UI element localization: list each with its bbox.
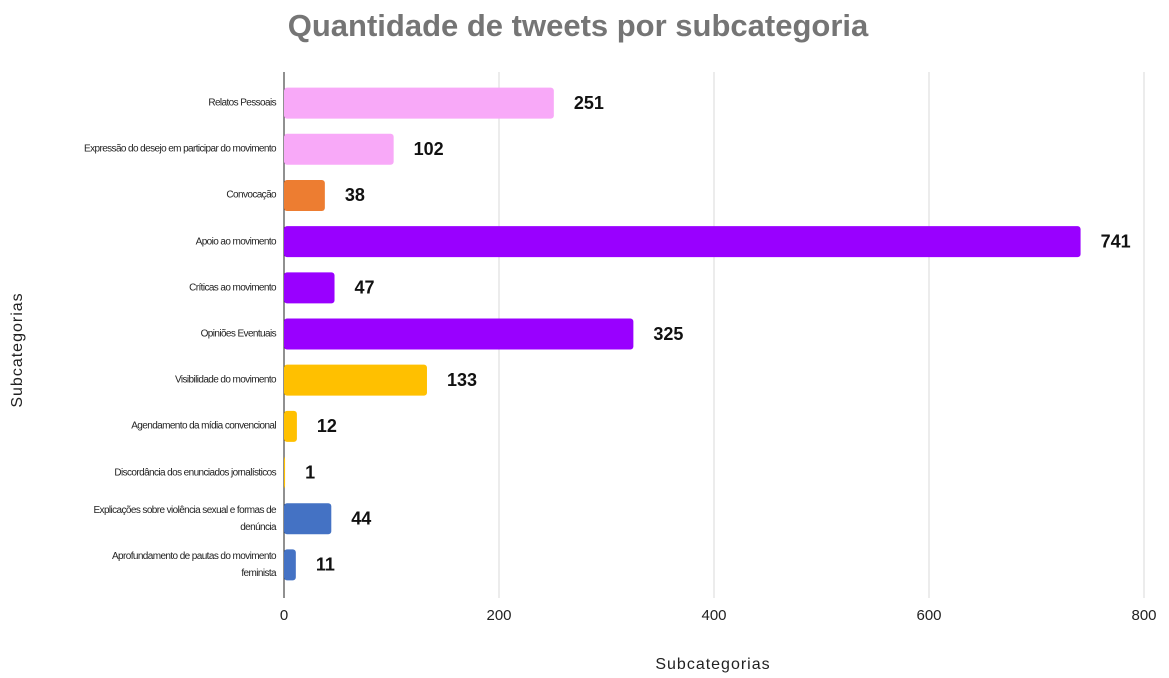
data-label: 11 — [316, 555, 335, 575]
y-tick-label: Discordância dos enunciados jornalístico… — [114, 467, 276, 479]
data-label: 38 — [345, 185, 365, 205]
y-axis-title: Subcategorias — [9, 292, 26, 407]
data-label: 12 — [317, 416, 337, 436]
x-tick-label: 600 — [916, 607, 941, 624]
data-label: 251 — [574, 93, 604, 113]
bar — [284, 364, 427, 396]
data-label: 102 — [414, 139, 444, 159]
data-label: 741 — [1101, 231, 1131, 251]
x-axis-title: Subcategorias — [655, 656, 770, 673]
bar — [284, 318, 634, 350]
y-tick-label: Críticas ao movimento — [189, 282, 276, 294]
y-tick-label: Opiniões Eventuais — [200, 328, 277, 340]
bar — [284, 133, 394, 165]
y-tick-label: Convocação — [226, 189, 276, 201]
x-tick-label: 800 — [1131, 607, 1156, 624]
x-tick-label: 400 — [701, 607, 726, 624]
y-tick-label: Agendamento da mídia convencional — [131, 420, 276, 432]
x-tick-label: 0 — [280, 607, 288, 624]
y-tick-label: Relatos Pessoais — [208, 97, 276, 109]
bar — [284, 272, 335, 304]
bar — [284, 87, 554, 119]
data-label: 133 — [447, 370, 477, 390]
y-tick-label: Explicações sobre violência sexual e for… — [93, 504, 276, 533]
bar — [284, 410, 297, 442]
data-label: 1 — [305, 462, 315, 482]
data-label: 325 — [653, 324, 683, 344]
chart-title: Quantidade de tweets por subcategoria — [288, 8, 869, 43]
y-tick-label: Expressão do desejo em participar do mov… — [84, 143, 277, 155]
y-tick-label: Visibilidade do movimento — [175, 374, 277, 386]
bar — [284, 226, 1081, 258]
bar — [284, 503, 332, 535]
x-tick-label: 200 — [486, 607, 511, 624]
data-label: 47 — [355, 278, 375, 298]
y-tick-label: Aprofundamento de pautas do movimento fe… — [111, 550, 277, 579]
bar — [284, 457, 286, 489]
bar — [284, 179, 325, 211]
data-label: 44 — [351, 508, 371, 528]
y-tick-label: Apoio ao movimento — [195, 236, 277, 248]
bar — [284, 549, 296, 581]
